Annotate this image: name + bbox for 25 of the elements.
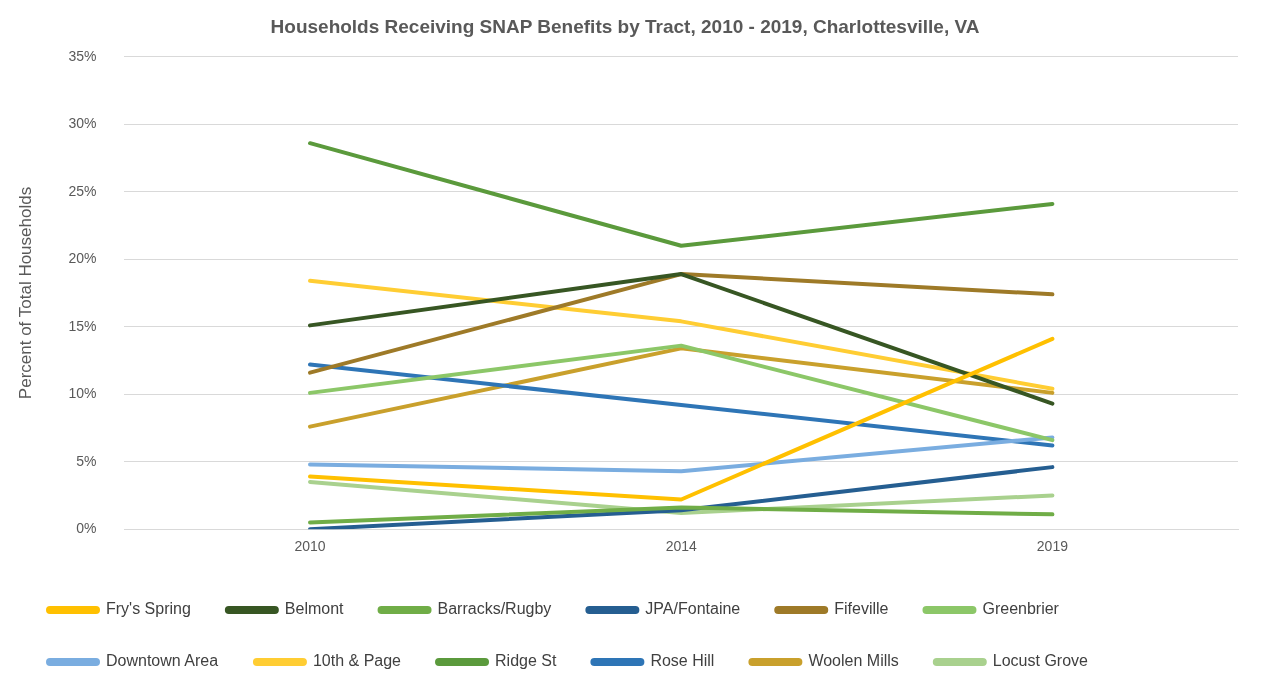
y-tick-label: 25% bbox=[68, 182, 97, 199]
legend-label: Greenbrier bbox=[982, 600, 1060, 618]
y-tick-label: 30% bbox=[68, 115, 97, 132]
legend-label: Ridge St bbox=[495, 652, 557, 670]
y-tick-label: 5% bbox=[76, 452, 97, 469]
x-tick-label: 2014 bbox=[665, 538, 697, 555]
y-tick-label: 10% bbox=[68, 385, 97, 402]
legend-label: Rose Hill bbox=[650, 652, 715, 670]
y-tick-label: 0% bbox=[76, 520, 97, 537]
legend-label: Woolen Mills bbox=[808, 652, 899, 670]
legend-label: Barracks/Rugby bbox=[437, 600, 552, 618]
legend-label: JPA/Fontaine bbox=[645, 600, 741, 618]
x-tick-label: 2010 bbox=[294, 538, 326, 555]
y-tick-label: 35% bbox=[68, 47, 97, 64]
x-tick-label: 2019 bbox=[1036, 538, 1069, 555]
legend-label: Belmont bbox=[284, 600, 345, 618]
chart-title: Households Receiving SNAP Benefits by Tract, 2010 - 2019, Charlottesville, VA bbox=[270, 15, 980, 37]
legend-label: Fry's Spring bbox=[106, 600, 191, 618]
legend-label: Fifeville bbox=[834, 600, 889, 618]
y-tick-label: 20% bbox=[68, 250, 97, 267]
y-axis-title: Percent of Total Households bbox=[15, 186, 35, 400]
y-tick-label: 15% bbox=[68, 317, 97, 334]
legend-label: Downtown Area bbox=[106, 652, 219, 670]
legend-label: Locust Grove bbox=[992, 652, 1089, 670]
legend-label: 10th & Page bbox=[312, 652, 402, 670]
